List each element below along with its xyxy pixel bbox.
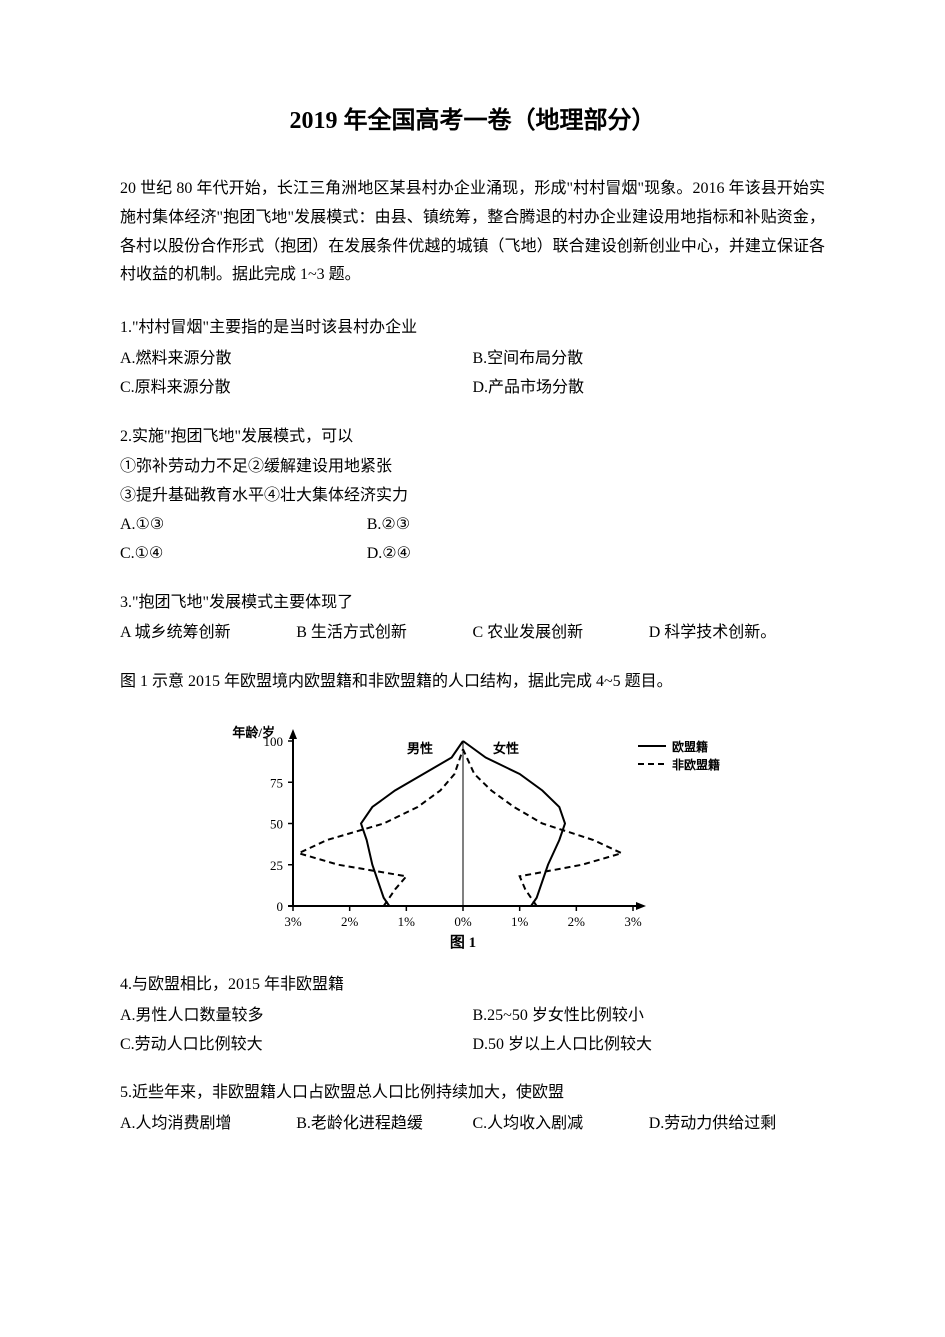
q3-option-b: B 生活方式创新	[296, 619, 472, 648]
q2-line2: ③提升基础教育水平④壮大集体经济实力	[120, 482, 825, 511]
page-title: 2019 年全国高考一卷（地理部分）	[120, 100, 825, 135]
question-2: 2.实施"抱团飞地"发展模式，可以 ①弥补劳动力不足②缓解建设用地紧张 ③提升基…	[120, 423, 825, 569]
svg-text:50: 50	[270, 816, 283, 831]
q4-option-d: D.50 岁以上人口比例较大	[473, 1031, 826, 1060]
population-pyramid-svg: 年龄/岁02550751003%2%1%0%1%2%3%男性女性欧盟籍非欧盟籍图…	[223, 721, 723, 951]
svg-text:男性: 男性	[406, 741, 432, 756]
q2-option-c: C.①④	[120, 540, 367, 569]
svg-text:非欧盟籍: 非欧盟籍	[672, 757, 720, 772]
q4-stem: 4.与欧盟相比，2015 年非欧盟籍	[120, 971, 825, 1000]
q4-option-c: C.劳动人口比例较大	[120, 1031, 473, 1060]
question-3: 3."抱团飞地"发展模式主要体现了 A 城乡统筹创新 B 生活方式创新 C 农业…	[120, 589, 825, 649]
svg-text:100: 100	[263, 734, 283, 749]
q4-option-b: B.25~50 岁女性比例较小	[473, 1002, 826, 1031]
svg-text:3%: 3%	[284, 914, 302, 929]
q2-option-b: B.②③	[367, 511, 614, 540]
q3-option-a: A 城乡统筹创新	[120, 619, 296, 648]
q2-line1: ①弥补劳动力不足②缓解建设用地紧张	[120, 453, 825, 482]
q5-option-c: C.人均收入剧减	[473, 1110, 649, 1139]
svg-text:2%: 2%	[340, 914, 358, 929]
question-5: 5.近些年来，非欧盟籍人口占欧盟总人口比例持续加大，使欧盟 A.人均消费剧增 B…	[120, 1079, 825, 1139]
svg-text:女性: 女性	[493, 741, 519, 756]
q5-stem: 5.近些年来，非欧盟籍人口占欧盟总人口比例持续加大，使欧盟	[120, 1079, 825, 1108]
q4-option-a: A.男性人口数量较多	[120, 1002, 473, 1031]
svg-text:0%: 0%	[454, 914, 472, 929]
q5-option-a: A.人均消费剧增	[120, 1110, 296, 1139]
question-1: 1."村村冒烟"主要指的是当时该县村办企业 A.燃料来源分散 B.空间布局分散 …	[120, 314, 825, 402]
q5-option-b: B.老龄化进程趋缓	[296, 1110, 472, 1139]
q2-option-d: D.②④	[367, 540, 614, 569]
question-4: 4.与欧盟相比，2015 年非欧盟籍 A.男性人口数量较多 B.25~50 岁女…	[120, 971, 825, 1059]
q3-option-c: C 农业发展创新	[473, 619, 649, 648]
svg-text:图 1: 图 1	[449, 934, 475, 951]
svg-text:3%: 3%	[624, 914, 642, 929]
svg-text:1%: 1%	[397, 914, 415, 929]
svg-text:2%: 2%	[567, 914, 585, 929]
svg-text:欧盟籍: 欧盟籍	[672, 739, 708, 754]
q2-stem: 2.实施"抱团飞地"发展模式，可以	[120, 423, 825, 452]
svg-text:0: 0	[276, 899, 283, 914]
svg-text:1%: 1%	[510, 914, 527, 929]
intro2-paragraph: 图 1 示意 2015 年欧盟境内欧盟籍和非欧盟籍的人口结构，据此完成 4~5 …	[120, 668, 825, 697]
svg-text:25: 25	[270, 858, 283, 873]
q1-option-a: A.燃料来源分散	[120, 345, 473, 374]
q1-option-b: B.空间布局分散	[473, 345, 826, 374]
q3-option-d: D 科学技术创新。	[649, 619, 825, 648]
population-chart: 年龄/岁02550751003%2%1%0%1%2%3%男性女性欧盟籍非欧盟籍图…	[120, 721, 825, 951]
q1-option-c: C.原料来源分散	[120, 374, 473, 403]
q2-option-a: A.①③	[120, 511, 367, 540]
q5-option-d: D.劳动力供给过剩	[649, 1110, 825, 1139]
svg-text:75: 75	[270, 775, 283, 790]
q3-stem: 3."抱团飞地"发展模式主要体现了	[120, 589, 825, 618]
intro-paragraph: 20 世纪 80 年代开始，长江三角洲地区某县村办企业涌现，形成"村村冒烟"现象…	[120, 175, 825, 290]
q1-stem: 1."村村冒烟"主要指的是当时该县村办企业	[120, 314, 825, 343]
q1-option-d: D.产品市场分散	[473, 374, 826, 403]
